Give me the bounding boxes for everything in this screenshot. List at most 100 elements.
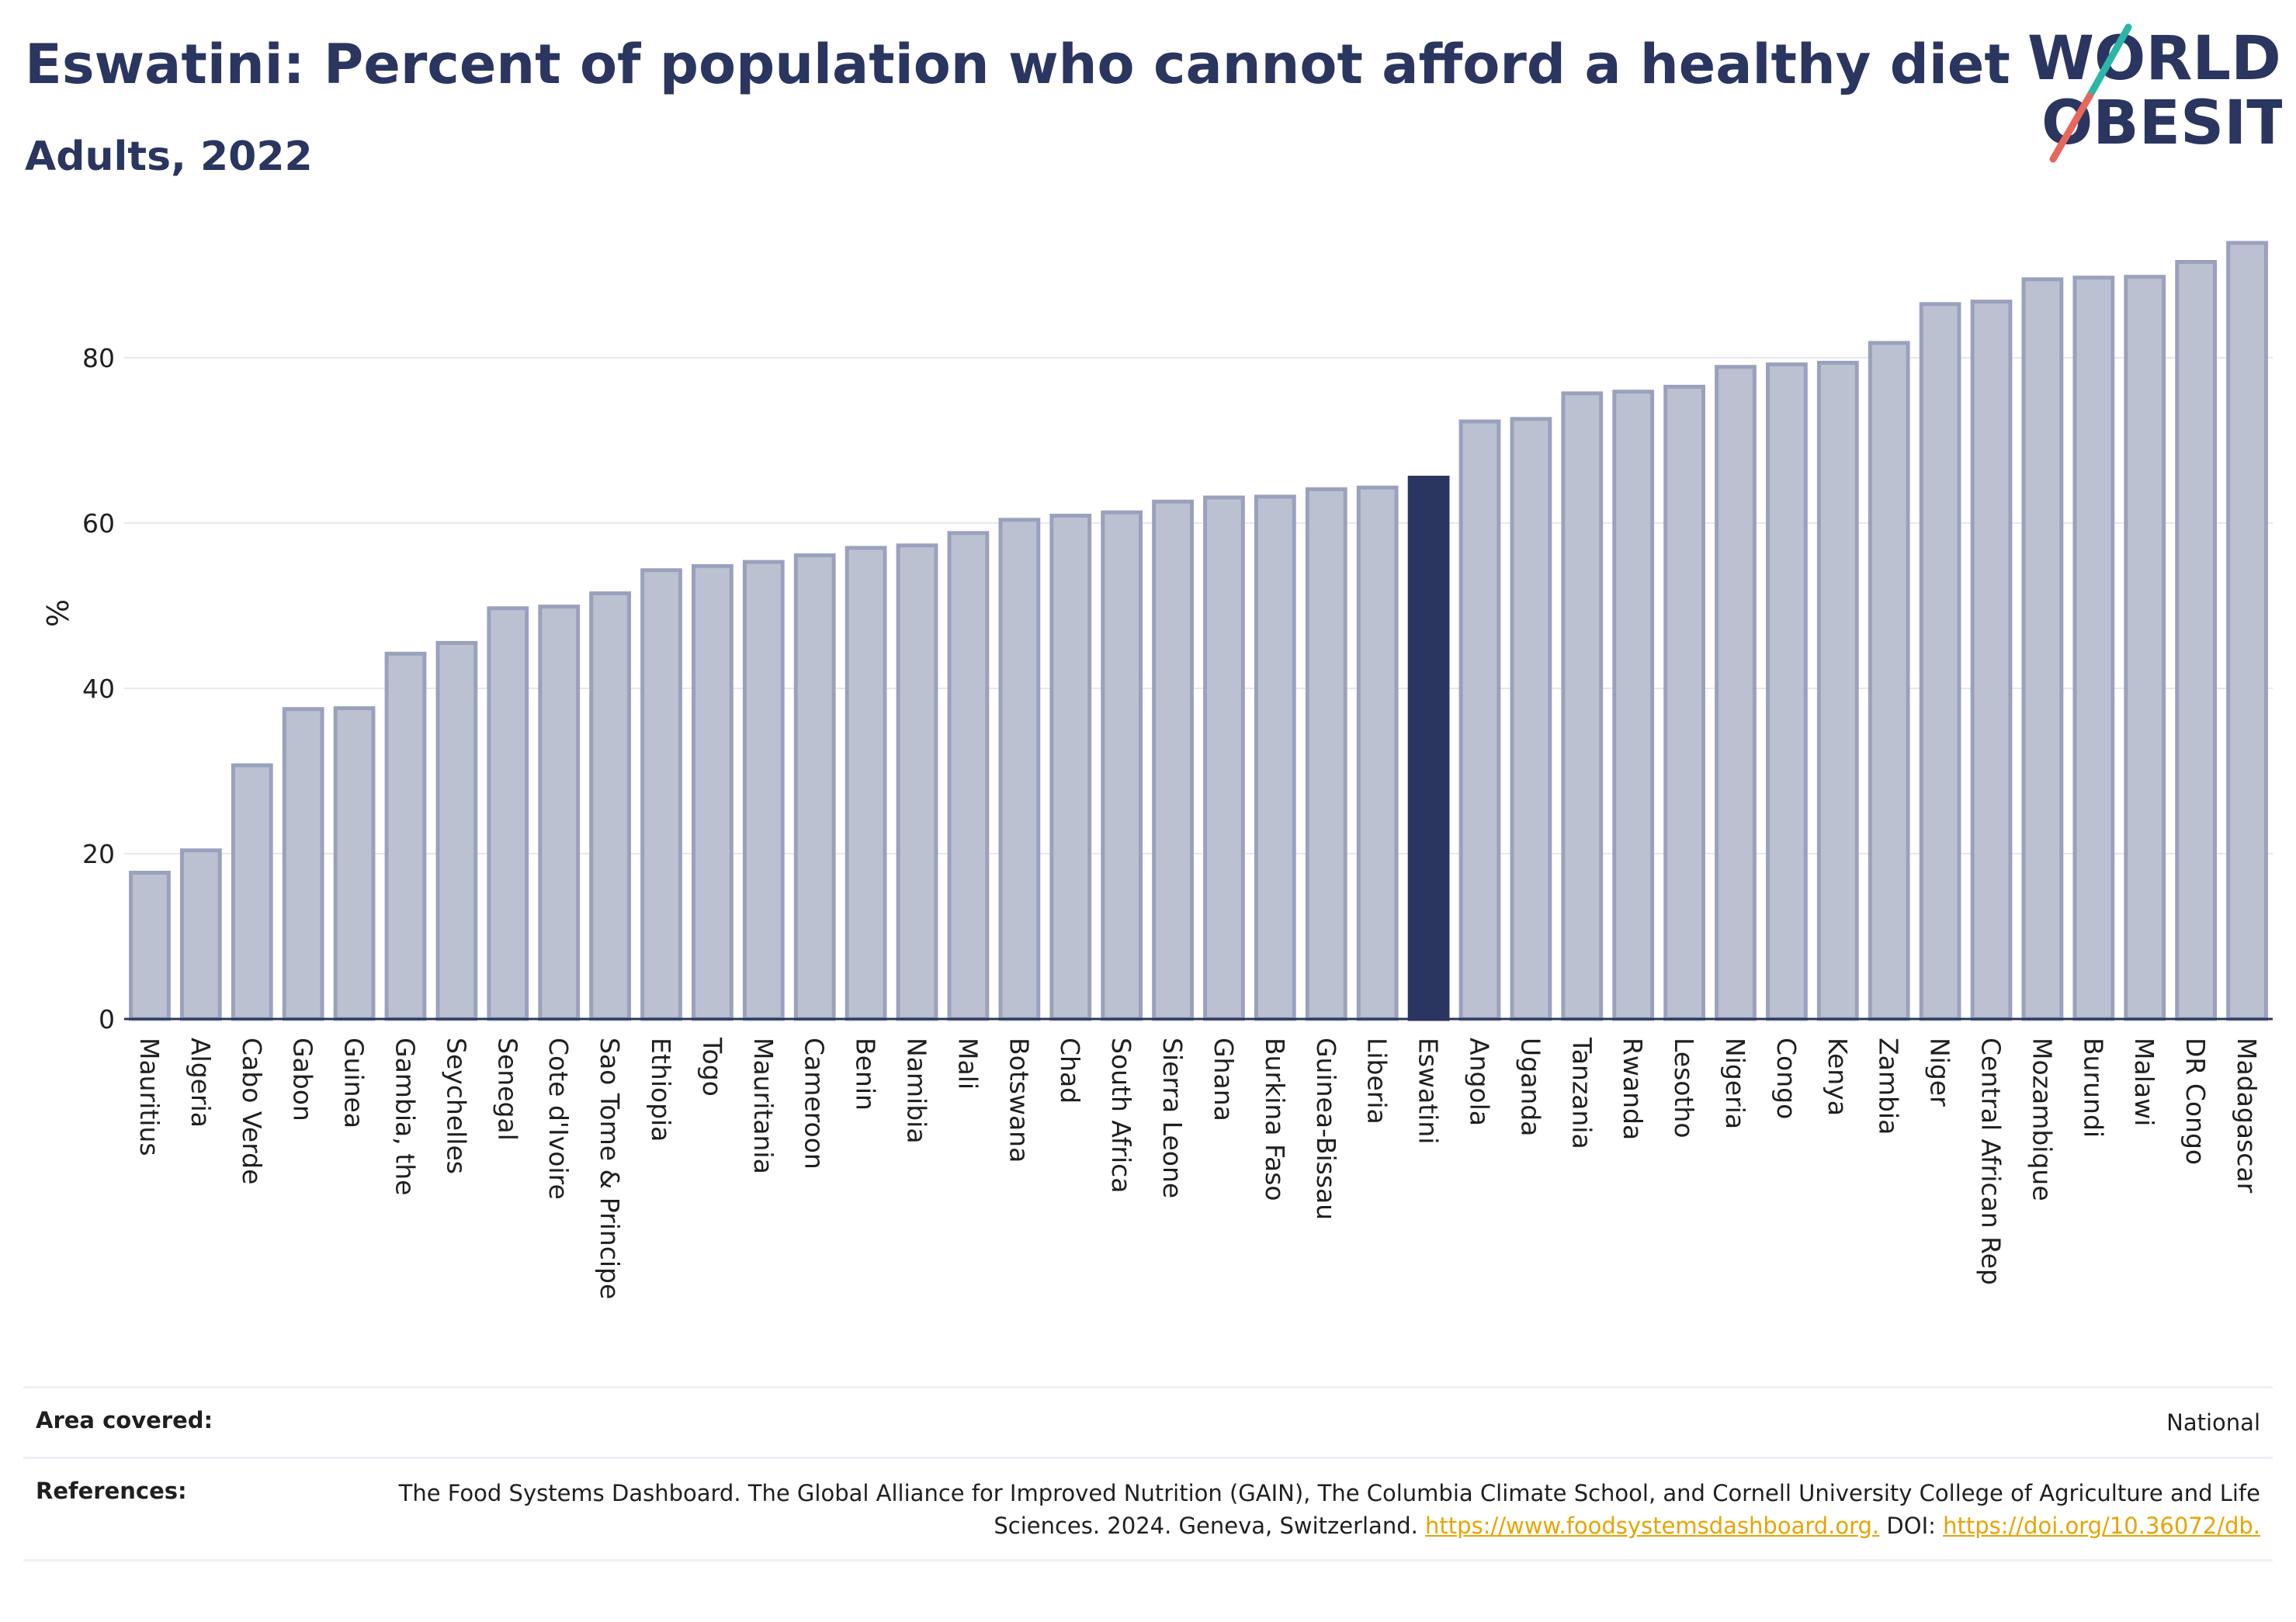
bar <box>1766 362 1808 1021</box>
bar <box>998 518 1041 1021</box>
logo-slash-teal <box>2086 23 2132 100</box>
bar <box>1612 390 1655 1021</box>
gridlines <box>124 357 2273 855</box>
references-label: References: <box>36 1477 187 1504</box>
world-obesity-logo: WORLD OBESITY <box>2027 23 2282 163</box>
references-value: The Food Systems Dashboard. The Global A… <box>397 1478 2260 1543</box>
category-label: DR Congo <box>2180 1038 2211 1165</box>
logo-text-obesity: OBESITY <box>2041 88 2282 158</box>
y-tick-label: 40 <box>82 674 115 704</box>
category-label: Niger <box>1925 1038 1955 1107</box>
bar <box>1356 485 1399 1021</box>
area-covered-row: Area covered: National <box>23 1386 2273 1457</box>
bar <box>1152 499 1194 1021</box>
bar <box>1816 360 1859 1021</box>
bar <box>1458 419 1501 1021</box>
chart-title: Eswatini: Percent of population who cann… <box>25 33 2010 96</box>
y-tick-label: 20 <box>82 839 115 869</box>
category-label: Liberia <box>1362 1038 1393 1125</box>
category-label: Eswatini <box>1413 1038 1444 1144</box>
category-label: Lesotho <box>1669 1038 1699 1139</box>
category-label: Mozambique <box>2027 1038 2057 1201</box>
area-covered-label: Area covered: <box>36 1407 213 1433</box>
category-label: Zambia <box>1874 1038 1904 1135</box>
bar-highlighted <box>1407 475 1450 1021</box>
bar <box>589 591 631 1021</box>
bar <box>1510 417 1552 1021</box>
bar <box>2021 277 2064 1021</box>
category-label: Rwanda <box>1618 1038 1648 1140</box>
y-tick-label: 60 <box>82 508 115 539</box>
category-label: Guinea-Bissau <box>1311 1038 1341 1220</box>
category-label: Nigeria <box>1720 1038 1750 1129</box>
category-label: Gambia, the <box>390 1038 420 1195</box>
y-tick-label: 0 <box>99 1004 115 1035</box>
bar <box>742 560 785 1021</box>
category-label: Namibia <box>902 1038 932 1144</box>
category-label: Cote d'Ivoire <box>543 1038 574 1200</box>
logo-slash-red <box>2049 92 2093 163</box>
references-link-dashboard[interactable]: https://www.foodsystemsdashboard.org. <box>1425 1512 1880 1539</box>
bar <box>1561 391 1604 1021</box>
bar <box>1868 341 1910 1021</box>
category-label: Cabo Verde <box>237 1038 267 1184</box>
bar <box>384 651 427 1021</box>
category-label: Tanzania <box>1566 1037 1597 1149</box>
bar <box>947 531 990 1021</box>
bar <box>1101 510 1143 1021</box>
bar <box>1203 495 1245 1021</box>
bar <box>435 640 478 1021</box>
bar <box>129 871 171 1021</box>
bars <box>129 241 2268 1021</box>
bar <box>1049 513 1092 1021</box>
category-label: Sao Tome & Principe <box>595 1038 625 1299</box>
category-label: Senegal <box>492 1038 522 1141</box>
category-label: Malawi <box>2129 1038 2159 1126</box>
bar <box>538 605 581 1021</box>
category-label: Botswana <box>1004 1038 1034 1163</box>
bar <box>1254 494 1296 1021</box>
bar <box>1305 487 1347 1021</box>
area-covered-value: National <box>2166 1409 2260 1436</box>
bar <box>2072 276 2115 1021</box>
bar <box>2226 241 2268 1021</box>
bar <box>2124 275 2166 1021</box>
bar <box>487 606 529 1021</box>
category-label: Madagascar <box>2232 1038 2262 1194</box>
category-label: South Africa <box>1106 1038 1136 1194</box>
category-label: Benin <box>851 1038 881 1111</box>
category-labels: Mauritius Algeria Cabo Verde Gabon Guinea Gam… <box>134 1037 2262 1299</box>
references-text: The Food Systems Dashboard. The Global A… <box>398 1479 2260 1539</box>
category-label: Togo <box>697 1037 727 1097</box>
y-tick-labels: 0 20 40 60 80 <box>82 343 115 1035</box>
category-label: Burkina Faso <box>1260 1038 1290 1201</box>
category-label: Ethiopia <box>646 1038 676 1142</box>
category-label: Seychelles <box>441 1038 471 1174</box>
bar <box>793 553 836 1021</box>
bar <box>333 706 376 1021</box>
bar-chart: 0 20 40 60 80 Mauritius Algeria Cabo Verde Gabo… <box>40 241 2273 1299</box>
bar <box>845 546 887 1021</box>
bar <box>1919 302 1961 1021</box>
chart-footer: Area covered: National References: The F… <box>23 1386 2273 1562</box>
category-label: Chad <box>1055 1038 1085 1104</box>
bar <box>692 563 734 1021</box>
category-label: Central African Rep <box>1976 1038 2006 1285</box>
category-label: Kenya <box>1823 1038 1853 1116</box>
category-label: Mauritania <box>748 1038 779 1174</box>
category-label: Mauritius <box>134 1038 165 1156</box>
references-link-doi[interactable]: https://doi.org/10.36072/db. <box>1943 1512 2260 1539</box>
bar <box>179 848 222 1021</box>
category-label: Gabon <box>288 1038 318 1121</box>
bar <box>1970 300 2013 1021</box>
logo-text-world: WORLD <box>2027 24 2281 94</box>
chart-subtitle: Adults, 2022 <box>25 133 313 180</box>
references-row: References: The Food Systems Dashboard. … <box>23 1456 2273 1562</box>
category-label: Cameroon <box>799 1038 830 1170</box>
category-label: Angola <box>1464 1038 1494 1126</box>
category-label: Guinea <box>339 1038 369 1128</box>
bar <box>896 543 938 1021</box>
bar <box>1715 365 1757 1021</box>
y-axis-title: % <box>40 599 74 627</box>
y-tick-label: 80 <box>82 343 115 373</box>
